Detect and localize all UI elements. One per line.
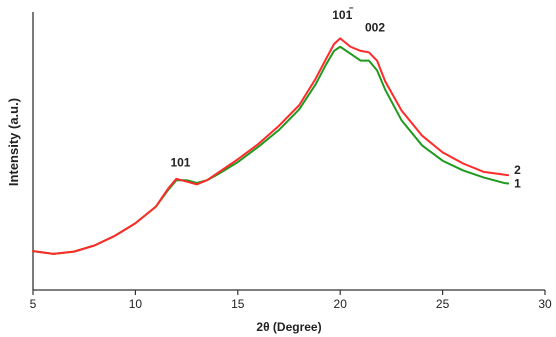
x-tick-label: 25 [436, 297, 450, 311]
x-tick-label: 5 [30, 297, 37, 311]
y-axis-label: Intensity (a.u.) [6, 98, 21, 186]
peak-label: 101 [170, 155, 190, 169]
x-tick-label: 20 [334, 297, 348, 311]
peak-label: 002 [365, 20, 385, 34]
x-ticks: 5 10 15 20 25 30 [30, 290, 552, 311]
series-line-1 [32, 45, 510, 255]
x-axis-label: 2θ (Degree) [256, 320, 321, 334]
series-end-labels: 12 [514, 163, 521, 190]
series-end-label-2: 2 [514, 163, 521, 177]
axes [32, 12, 545, 291]
x-tick-label: 30 [538, 297, 552, 311]
series-lines [32, 37, 510, 255]
peak-label: 101 [332, 8, 352, 22]
x-tick-label: 10 [129, 297, 143, 311]
peak-annotations: 101 101 002 [170, 7, 385, 169]
series-end-label-1: 1 [514, 177, 521, 191]
series-line-2 [32, 37, 510, 255]
x-tick-label: 15 [231, 297, 245, 311]
